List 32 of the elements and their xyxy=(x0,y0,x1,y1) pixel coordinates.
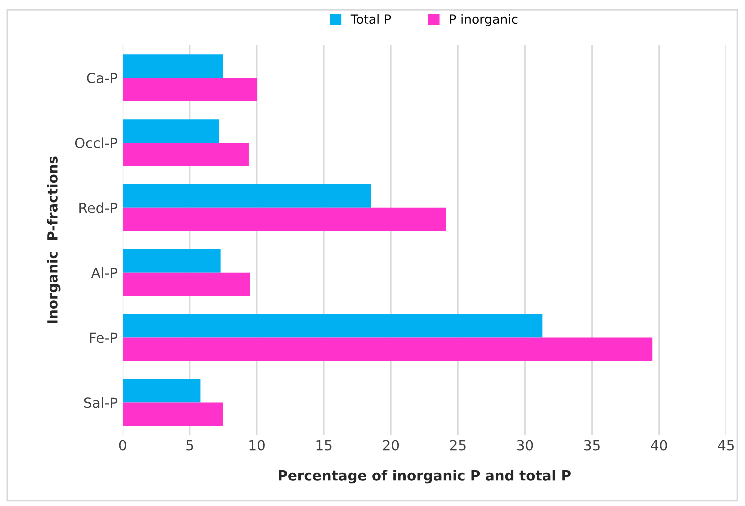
y-tick-label: Al-P xyxy=(91,268,118,278)
x-tick-label: 25 xyxy=(450,440,466,451)
x-axis-title: Percentage of inorganic P and total P xyxy=(279,470,571,484)
bar xyxy=(122,314,543,338)
legend-label: Total P xyxy=(350,14,392,24)
y-tick-label: Ca-P xyxy=(87,72,118,84)
x-tick-label: 10 xyxy=(250,440,265,451)
bar xyxy=(122,120,220,143)
bar xyxy=(122,208,446,232)
bar xyxy=(122,402,224,426)
bar xyxy=(122,184,372,208)
x-tick-label: 0 xyxy=(119,440,126,451)
x-tick-label: 15 xyxy=(316,440,332,451)
bar xyxy=(122,338,653,362)
bar xyxy=(122,78,258,102)
x-tick-label: 40 xyxy=(651,440,668,451)
y-tick-label: Occl-P xyxy=(75,138,118,148)
y-tick-label: Fe-P xyxy=(90,332,118,344)
x-tick-label: 5 xyxy=(186,440,194,451)
y-tick-label: Red-P xyxy=(80,202,118,214)
bar xyxy=(122,379,201,403)
x-tick-label: 45 xyxy=(718,440,734,451)
x-tick-label: 30 xyxy=(517,440,534,451)
x-tick-label: 35 xyxy=(584,440,600,451)
bar xyxy=(122,54,224,78)
y-axis-title: Inorganic P-fractions xyxy=(47,156,61,324)
bar xyxy=(122,142,249,166)
y-tick-label: Sal-P xyxy=(84,397,118,408)
x-tick-label: 20 xyxy=(383,440,400,451)
legend-label: P inorganic xyxy=(450,14,518,26)
bar xyxy=(122,249,221,273)
bar xyxy=(122,272,250,296)
